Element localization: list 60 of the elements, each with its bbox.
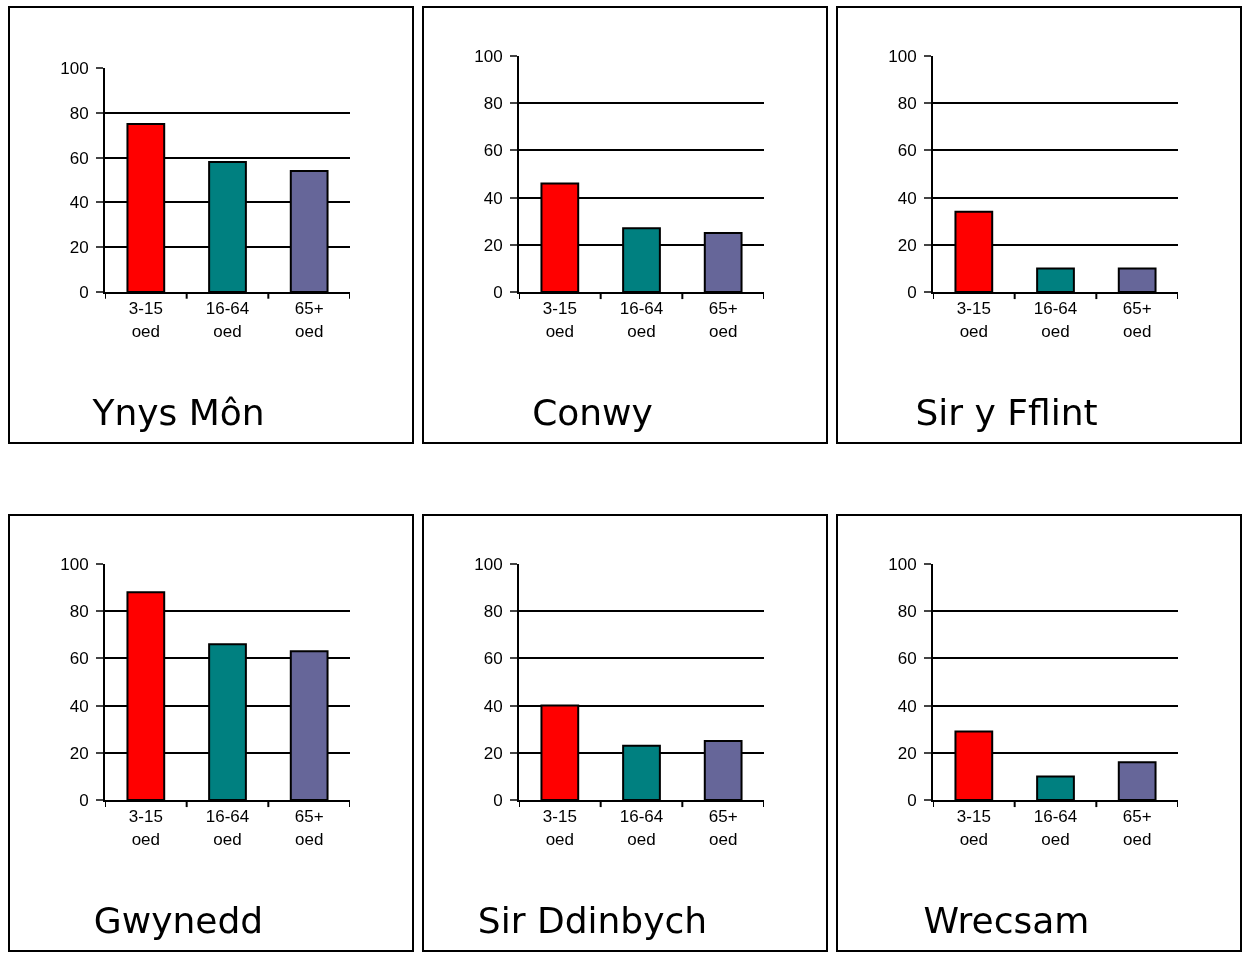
text: Conwy	[532, 391, 653, 433]
y-tick-label: 40	[483, 696, 503, 716]
y-tick-label: 100	[888, 554, 917, 574]
y-tick-label: 100	[60, 58, 89, 78]
y-tick-label: 60	[897, 141, 917, 161]
y-tick-label: 20	[897, 235, 917, 255]
y-tick-label: 20	[69, 743, 89, 763]
y-tick-label: 40	[897, 696, 917, 716]
x-tick-label: 65+ oed	[294, 299, 324, 341]
y-tick-label: 60	[69, 649, 89, 669]
x-tick-label: 3-15 oed	[956, 807, 991, 849]
y-tick-label: 100	[60, 554, 89, 574]
y-tick-label: 100	[888, 46, 917, 66]
y-tick-label: 0	[79, 282, 89, 302]
x-tick-label: 65+ oed	[1122, 807, 1152, 849]
y-tick-label: 0	[493, 790, 503, 810]
y-tick-label: 80	[483, 602, 503, 622]
y-tick-label: 80	[69, 602, 89, 622]
y-tick-label: 60	[897, 649, 917, 669]
y-tick-label: 40	[483, 188, 503, 208]
y-tick-label: 80	[69, 103, 89, 123]
y-tick-label: 0	[79, 790, 89, 810]
y-tick-label: 100	[474, 554, 503, 574]
text: Wrecsam	[923, 899, 1090, 941]
x-tick-label: 65+ oed	[1122, 299, 1152, 341]
y-tick-label: 40	[69, 193, 89, 213]
y-tick-label: 60	[69, 148, 89, 168]
y-tick-label: 40	[897, 188, 917, 208]
y-tick-label: 0	[493, 282, 503, 302]
x-tick-label: 16-64 oed	[205, 807, 250, 849]
x-tick-label: 16-64 oed	[619, 807, 664, 849]
y-tick-label: 60	[483, 141, 503, 161]
x-tick-label: 16-64 oed	[205, 299, 250, 341]
y-tick-label: 0	[907, 282, 917, 302]
text: Sir y Fflint	[915, 391, 1098, 433]
y-tick-label: 80	[483, 94, 503, 114]
y-tick-label: 20	[483, 235, 503, 255]
y-tick-label: 20	[69, 238, 89, 258]
y-tick-label: 60	[483, 649, 503, 669]
text: Gwynedd	[93, 899, 264, 941]
x-tick-label: 16-64 oed	[1033, 299, 1078, 341]
x-tick-label: 65+ oed	[708, 807, 738, 849]
x-tick-label: 16-64 oed	[619, 299, 664, 341]
x-tick-label: 3-15 oed	[542, 807, 577, 849]
x-tick-label: 65+ oed	[294, 807, 324, 849]
x-tick-label: 65+ oed	[708, 299, 738, 341]
y-tick-label: 20	[483, 743, 503, 763]
y-tick-label: 80	[897, 602, 917, 622]
x-tick-label: 3-15 oed	[128, 807, 163, 849]
x-tick-label: 16-64 oed	[1033, 807, 1078, 849]
text: Ynys Môn	[91, 391, 265, 433]
text: Sir Ddinbych	[477, 899, 708, 941]
y-tick-label: 40	[69, 696, 89, 716]
x-tick-label: 3-15 oed	[128, 299, 163, 341]
y-tick-label: 0	[907, 790, 917, 810]
x-tick-label: 3-15 oed	[956, 299, 991, 341]
x-tick-label: 3-15 oed	[542, 299, 577, 341]
y-tick-label: 80	[897, 94, 917, 114]
y-tick-label: 20	[897, 743, 917, 763]
y-tick-label: 100	[474, 46, 503, 66]
